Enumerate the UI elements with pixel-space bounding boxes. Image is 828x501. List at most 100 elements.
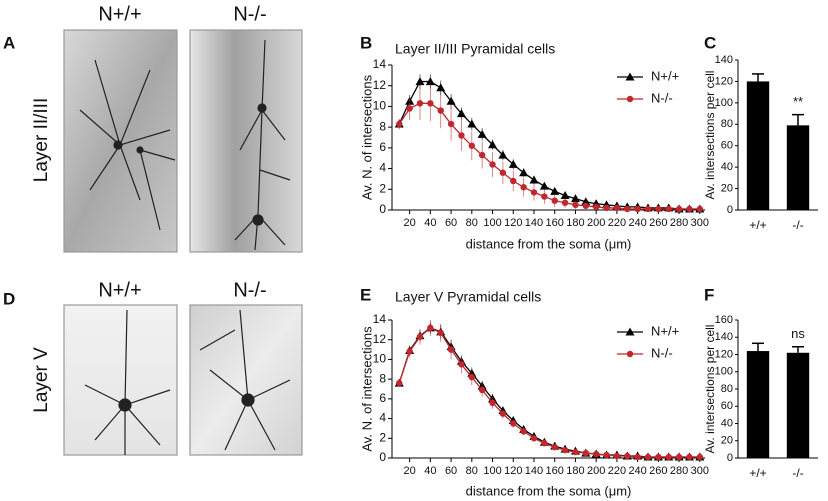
bar [746, 81, 770, 210]
y-tick-label: 8 [379, 371, 386, 385]
marker [561, 446, 569, 454]
y-tick-label: 100 [715, 366, 733, 378]
x-tick-label: 220 [608, 465, 626, 477]
marker [582, 202, 590, 210]
legend-marker [625, 72, 635, 81]
marker [456, 109, 466, 118]
y-tick-label: 120 [715, 75, 733, 87]
x-tick-label: 300 [691, 465, 709, 477]
y-tick-label: 14 [373, 57, 387, 71]
y-axis-label: Av. N. of intersections [359, 326, 374, 452]
legend-label: N-/- [651, 90, 673, 105]
marker [437, 107, 444, 114]
marker [406, 348, 413, 355]
y-tick-label: 80 [721, 118, 733, 130]
legend-marker [626, 350, 634, 358]
y-tick-label: 120 [715, 348, 733, 360]
x-tick-label: 220 [608, 217, 626, 229]
marker [634, 453, 641, 461]
marker [551, 443, 558, 451]
y-tick-label: 100 [715, 97, 733, 109]
legend-marker [626, 95, 634, 103]
x-tick-label: 280 [670, 465, 688, 477]
y-axis-label: Av. intersections per cell [703, 71, 717, 200]
marker [447, 120, 455, 128]
marker [541, 193, 548, 200]
y-tick-label: 20 [721, 435, 733, 447]
y-tick-label: 4 [379, 411, 386, 425]
x-tick-label: 260 [649, 465, 667, 477]
x-tick-label: 180 [566, 465, 584, 477]
marker [592, 203, 600, 211]
marker [655, 205, 662, 213]
y-tick-label: 6 [379, 140, 386, 154]
marker [477, 129, 487, 138]
y-tick-label: 160 [715, 314, 733, 326]
x-tick-label: +/+ [749, 466, 766, 480]
x-tick-label: 140 [525, 465, 543, 477]
marker [613, 452, 621, 460]
y-tick-label: 14 [373, 312, 387, 326]
marker [529, 175, 539, 184]
x-tick-label: 40 [424, 465, 436, 477]
marker [675, 453, 683, 461]
x-tick-label: 60 [445, 217, 457, 229]
marker [478, 386, 486, 394]
marker [520, 184, 527, 191]
y-tick-label: 60 [721, 400, 733, 412]
marker [468, 373, 476, 381]
x-tick-label: 240 [628, 465, 646, 477]
x-tick-label: 160 [546, 217, 564, 229]
marker [530, 435, 538, 442]
x-tick-label: 300 [691, 217, 709, 229]
y-tick-label: 40 [721, 417, 733, 429]
marker [478, 151, 486, 159]
annotation: ns [791, 326, 805, 341]
y-tick-label: 2 [379, 430, 386, 444]
marker [458, 361, 465, 368]
y-tick-label: 40 [721, 161, 733, 173]
marker [696, 205, 704, 213]
marker [655, 453, 662, 461]
panel-letter: A [3, 33, 15, 52]
marker [686, 453, 693, 461]
marker [510, 420, 517, 427]
y-tick-label: 140 [715, 331, 733, 343]
bar [746, 351, 770, 458]
image-label: N+/+ [98, 279, 141, 301]
x-axis-label: distance from the soma (μm) [466, 483, 632, 498]
marker [539, 181, 549, 190]
y-tick-label: 12 [373, 78, 387, 92]
y-tick-label: 0 [727, 452, 733, 464]
x-tick-label: 200 [587, 217, 605, 229]
y-tick-label: 6 [379, 391, 386, 405]
bar [786, 125, 810, 210]
legend-label: N+/+ [651, 68, 679, 83]
marker [437, 329, 444, 337]
marker [603, 451, 610, 459]
marker [498, 150, 508, 159]
x-tick-label: 260 [649, 217, 667, 229]
marker [499, 410, 507, 417]
marker [644, 205, 652, 213]
marker [425, 77, 435, 86]
x-tick-label: 20 [403, 465, 415, 477]
marker [467, 119, 477, 128]
marker [415, 77, 425, 86]
marker [508, 159, 518, 168]
marker [572, 448, 579, 456]
chart-title: Layer II/III Pyramidal cells [395, 41, 555, 57]
marker [488, 140, 498, 149]
row-label: Layer II/III [31, 98, 52, 182]
x-tick-label: -/- [792, 466, 803, 480]
panel-letter: C [704, 33, 716, 52]
x-tick-label: -/- [792, 218, 803, 232]
y-tick-label: 20 [721, 182, 733, 194]
bar [786, 352, 810, 458]
marker [458, 132, 465, 139]
y-tick-label: 0 [379, 450, 386, 464]
row-label: Layer V [31, 347, 52, 413]
y-tick-label: 0 [727, 204, 733, 216]
panel-letter: F [704, 285, 714, 304]
x-tick-label: 160 [546, 465, 564, 477]
